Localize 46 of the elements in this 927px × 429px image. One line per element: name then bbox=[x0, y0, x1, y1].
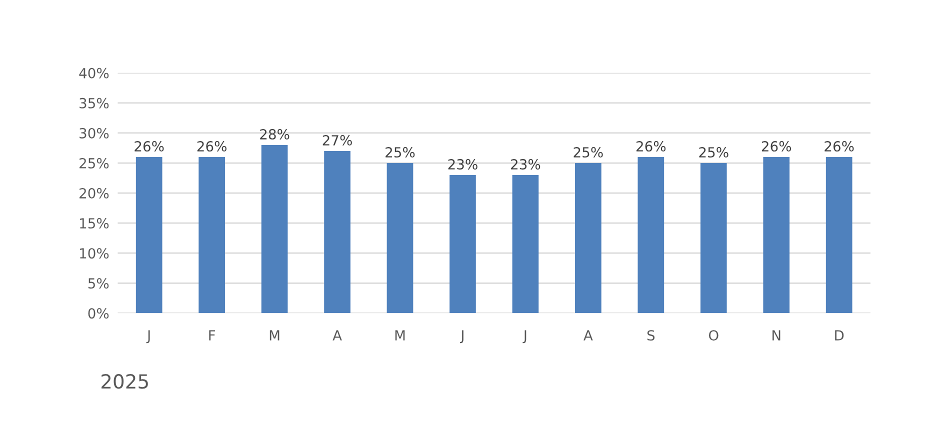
x-tick-label: M bbox=[270, 330, 280, 340]
y-tick-label: 35% bbox=[80, 98, 109, 108]
data-label: 25% bbox=[699, 147, 728, 158]
data-label: 23% bbox=[511, 159, 540, 170]
bar bbox=[826, 157, 852, 314]
bar bbox=[450, 175, 476, 314]
x-tick-label: J bbox=[522, 330, 526, 344]
data-label: 23% bbox=[448, 159, 478, 170]
data-label: 25% bbox=[386, 147, 415, 158]
bar bbox=[261, 145, 288, 314]
x-tick-label: A bbox=[332, 330, 342, 340]
x-tick-label: J bbox=[460, 330, 464, 344]
y-tick-label: 25% bbox=[80, 158, 109, 168]
x-tick-label: F bbox=[209, 330, 216, 340]
y-tick-label: 15% bbox=[80, 218, 109, 229]
data-label: 26% bbox=[762, 141, 792, 152]
y-tick-label: 10% bbox=[80, 248, 109, 259]
text: 2025 bbox=[102, 374, 148, 389]
bar bbox=[638, 157, 664, 314]
y-tick-label: 30% bbox=[80, 128, 109, 138]
data-label: 26% bbox=[197, 141, 226, 152]
bar bbox=[700, 163, 727, 314]
bar bbox=[136, 157, 162, 314]
bar bbox=[386, 163, 414, 314]
data-label: 26% bbox=[824, 141, 854, 152]
y-tick-label: 20% bbox=[80, 188, 109, 199]
data-label: 27% bbox=[322, 135, 352, 146]
y-tick-label: 5% bbox=[88, 278, 109, 289]
data-label: 25% bbox=[574, 147, 603, 158]
y-tick-label: 40% bbox=[79, 68, 109, 78]
bar bbox=[763, 157, 790, 314]
x-tick-label: N bbox=[772, 330, 780, 340]
bar bbox=[198, 157, 225, 314]
x-tick-label: M bbox=[395, 330, 405, 340]
bar bbox=[324, 151, 350, 314]
bar bbox=[575, 163, 602, 314]
x-tick-label: O bbox=[708, 330, 718, 341]
data-label: 28% bbox=[260, 129, 290, 140]
x-tick-label: S bbox=[647, 330, 655, 341]
x-tick-label: J bbox=[146, 330, 150, 344]
bar bbox=[512, 175, 539, 314]
data-label: 26% bbox=[134, 141, 164, 152]
x-tick-label: D bbox=[835, 330, 844, 340]
x-tick-label: A bbox=[584, 330, 593, 340]
y-tick-label: 0% bbox=[88, 308, 109, 319]
data-label: 26% bbox=[636, 141, 666, 152]
